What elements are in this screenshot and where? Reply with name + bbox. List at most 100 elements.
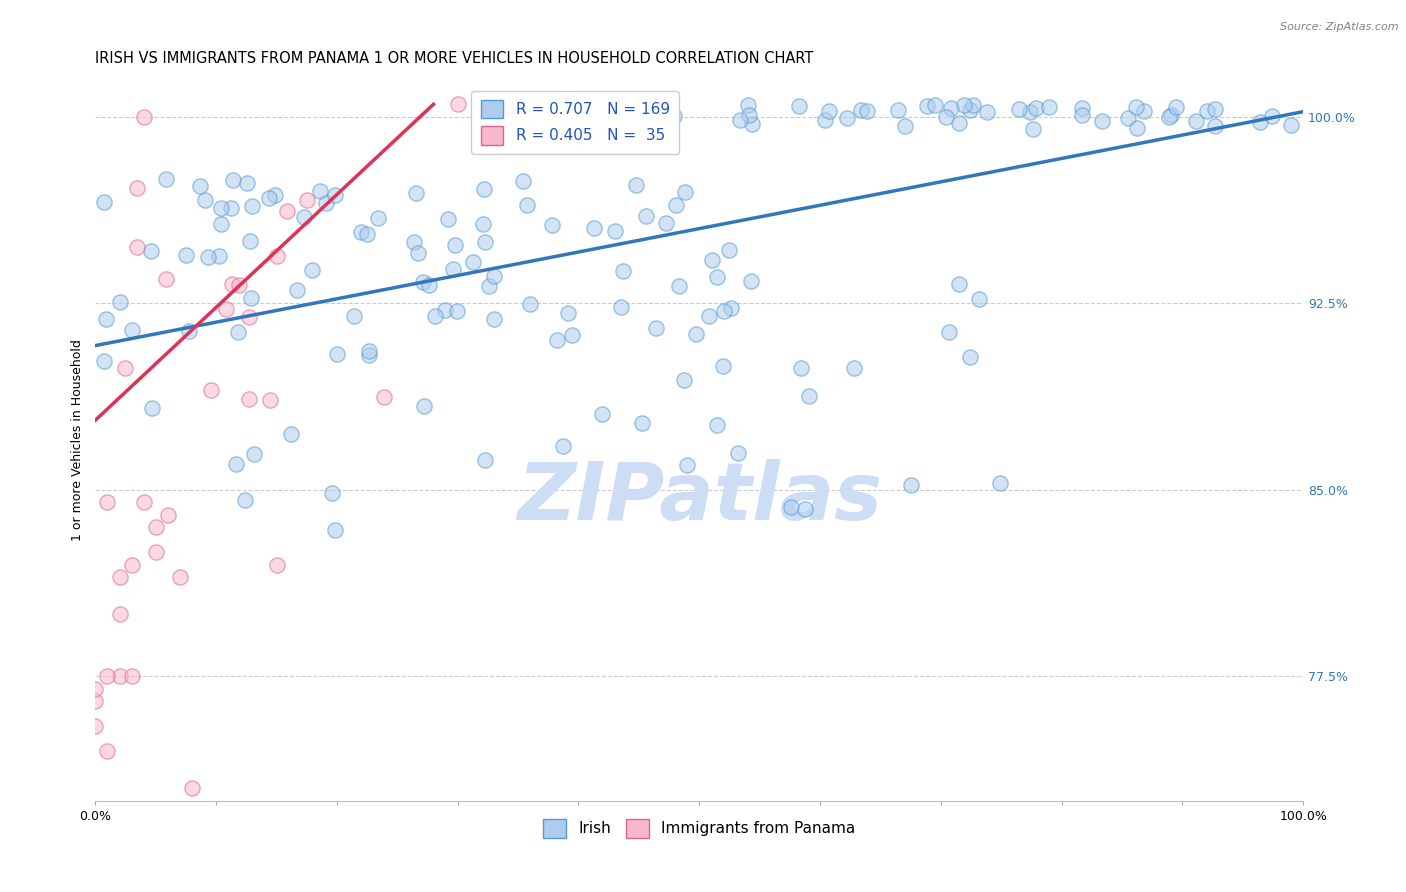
Point xyxy=(603,224,626,238)
Point xyxy=(789,361,811,376)
Point xyxy=(145,520,167,534)
Point xyxy=(1007,103,1029,117)
Point xyxy=(447,97,470,112)
Point xyxy=(711,359,734,374)
Point xyxy=(557,306,579,320)
Point xyxy=(1204,119,1226,133)
Point xyxy=(323,187,346,202)
Point xyxy=(935,110,957,124)
Point xyxy=(1133,103,1156,118)
Point xyxy=(537,100,560,114)
Point xyxy=(741,117,763,131)
Text: ZIPatlas: ZIPatlas xyxy=(517,458,882,537)
Point xyxy=(636,209,658,223)
Point xyxy=(720,301,742,316)
Point xyxy=(728,113,751,128)
Point xyxy=(121,324,143,338)
Point xyxy=(780,500,803,515)
Point xyxy=(546,333,568,347)
Point xyxy=(953,97,976,112)
Point xyxy=(547,120,569,134)
Point xyxy=(114,360,136,375)
Point xyxy=(461,254,484,268)
Point xyxy=(948,277,970,291)
Point xyxy=(434,302,457,317)
Point xyxy=(441,261,464,276)
Point xyxy=(405,186,427,200)
Point xyxy=(436,212,458,227)
Point xyxy=(156,508,179,522)
Point xyxy=(127,181,149,195)
Point xyxy=(155,272,177,286)
Point xyxy=(96,744,118,758)
Point xyxy=(948,116,970,130)
Point xyxy=(222,173,245,187)
Point xyxy=(1159,110,1181,124)
Point xyxy=(550,120,572,134)
Point xyxy=(209,217,232,231)
Point xyxy=(1164,100,1187,114)
Point xyxy=(1261,109,1284,123)
Point xyxy=(662,109,685,123)
Point xyxy=(924,98,946,112)
Point xyxy=(169,570,191,584)
Point xyxy=(359,348,381,362)
Point xyxy=(323,524,346,538)
Point xyxy=(211,201,233,215)
Point xyxy=(121,669,143,683)
Point xyxy=(1249,115,1271,129)
Point xyxy=(600,104,623,119)
Point xyxy=(697,309,720,323)
Point xyxy=(558,114,581,128)
Point xyxy=(188,178,211,193)
Point xyxy=(357,344,380,359)
Point xyxy=(177,325,200,339)
Point xyxy=(582,221,605,235)
Point xyxy=(484,269,506,284)
Point xyxy=(900,477,922,491)
Point xyxy=(551,439,574,453)
Point xyxy=(856,103,879,118)
Point xyxy=(84,681,107,696)
Point xyxy=(276,204,298,219)
Point xyxy=(1125,100,1147,114)
Point xyxy=(571,102,593,116)
Point xyxy=(673,185,696,199)
Point xyxy=(988,475,1011,490)
Point xyxy=(373,390,395,404)
Point xyxy=(301,262,323,277)
Point xyxy=(1126,120,1149,135)
Point xyxy=(516,198,538,212)
Point xyxy=(484,311,506,326)
Point xyxy=(240,291,263,305)
Point xyxy=(969,292,991,306)
Point xyxy=(295,193,318,207)
Point xyxy=(560,120,582,134)
Point xyxy=(842,361,865,376)
Point xyxy=(108,669,131,683)
Point xyxy=(94,311,117,326)
Point xyxy=(1204,102,1226,116)
Point xyxy=(738,108,761,122)
Point xyxy=(655,216,678,230)
Y-axis label: 1 or more Vehicles in Household: 1 or more Vehicles in Household xyxy=(72,339,84,541)
Point xyxy=(787,99,810,113)
Point xyxy=(356,227,378,241)
Point xyxy=(1195,104,1218,119)
Point xyxy=(84,719,107,733)
Point xyxy=(350,225,373,239)
Point xyxy=(446,304,468,318)
Point xyxy=(263,188,285,202)
Point xyxy=(737,98,759,112)
Point xyxy=(624,178,647,193)
Legend: Irish, Immigrants from Panama: Irish, Immigrants from Panama xyxy=(537,813,862,844)
Point xyxy=(609,105,631,120)
Point xyxy=(84,694,107,708)
Point xyxy=(894,119,917,133)
Point xyxy=(266,558,288,572)
Point xyxy=(1185,114,1208,128)
Point xyxy=(208,249,231,263)
Point xyxy=(145,545,167,559)
Point xyxy=(257,191,280,205)
Point xyxy=(1160,108,1182,122)
